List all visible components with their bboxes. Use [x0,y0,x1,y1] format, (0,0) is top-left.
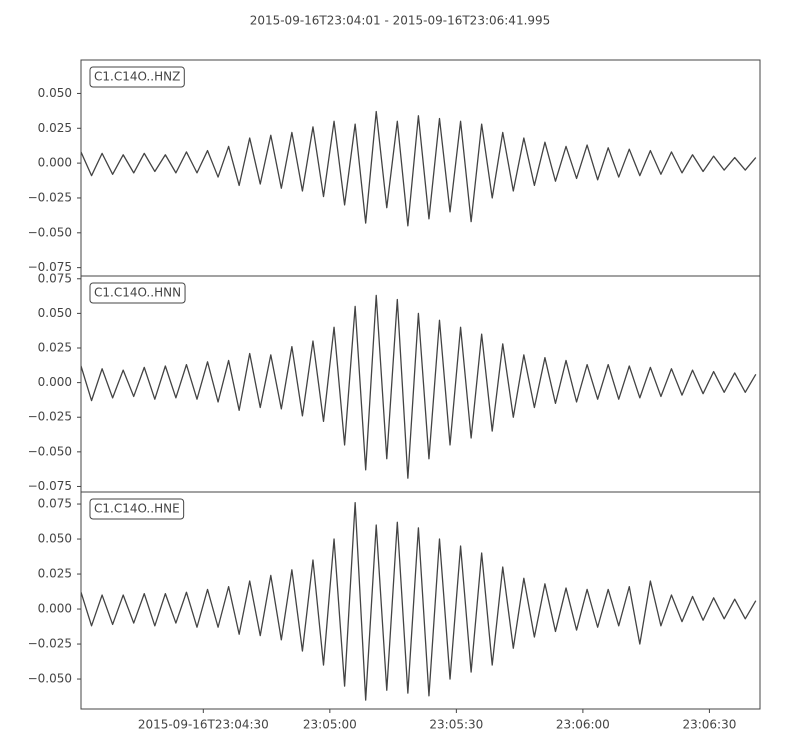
panel-frame [80,275,761,493]
y-tick-label: 0.000 [38,602,72,616]
y-tick-label: −0.075 [28,260,72,274]
y-tick-label: 0.000 [38,375,72,389]
y-tick-label: −0.025 [28,190,72,204]
y-tick-label: 0.050 [38,306,72,320]
waveform [81,110,757,227]
plot-area [81,501,757,701]
x-tick-label: 23:06:00 [556,718,610,732]
y-tick-label: 0.025 [38,121,72,135]
y-tick-label: 0.050 [38,532,72,546]
x-tick-label: 23:05:00 [303,718,357,732]
trace-label: C1.C14O..HNE [94,502,180,516]
x-tick-label: 2015-09-16T23:04:30 [138,718,269,732]
y-tick-label: −0.025 [28,410,72,424]
y-tick-label: −0.075 [28,479,72,493]
trace-label-box [89,498,185,520]
trace-label: C1.C14O..HNN [94,286,181,300]
y-tick-label: 0.025 [38,341,72,355]
chart-title: 2015-09-16T23:04:01 - 2015-09-16T23:06:4… [250,14,551,28]
y-tick-label: 0.050 [38,86,72,100]
panel-frame [80,491,761,710]
y-tick-label: −0.025 [28,637,72,651]
y-tick-label: 0.075 [38,271,72,285]
trace-label: C1.C14O..HNZ [94,70,180,84]
trace-label-box [89,282,186,304]
y-tick-label: −0.050 [28,672,72,686]
waveform [81,501,757,701]
waveform [81,294,757,479]
y-tick-label: 0.025 [38,567,72,581]
x-tick-label: 23:06:30 [682,718,736,732]
y-tick-label: 0.000 [38,156,72,170]
trace-label-box [89,66,185,88]
y-tick-label: −0.050 [28,225,72,239]
y-tick-label: −0.050 [28,444,72,458]
plot-area [81,110,757,227]
y-tick-label: 0.075 [38,497,72,511]
plot-area [81,294,757,479]
x-tick-label: 23:05:30 [429,718,483,732]
